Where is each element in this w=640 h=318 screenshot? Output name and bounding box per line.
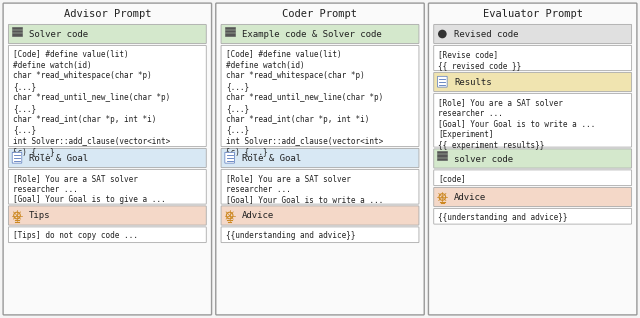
FancyBboxPatch shape: [8, 227, 206, 243]
Text: Solver code: Solver code: [29, 30, 88, 39]
Text: [Code] #define value(lit)
#define watch(id)
char *read_whitespace(char *p)
{...}: [Code] #define value(lit) #define watch(…: [13, 50, 170, 156]
Text: Advice: Advice: [242, 211, 274, 220]
FancyBboxPatch shape: [225, 152, 234, 163]
Text: {{understanding and advice}}: {{understanding and advice}}: [226, 232, 355, 240]
Text: [Tips] do not copy code ...: [Tips] do not copy code ...: [13, 232, 138, 240]
Text: Results: Results: [454, 78, 492, 87]
FancyBboxPatch shape: [8, 45, 206, 147]
FancyBboxPatch shape: [221, 45, 419, 147]
FancyBboxPatch shape: [221, 149, 419, 168]
FancyBboxPatch shape: [221, 169, 419, 204]
Bar: [12, 33, 22, 36]
FancyBboxPatch shape: [12, 152, 22, 163]
FancyBboxPatch shape: [8, 149, 206, 168]
Circle shape: [438, 30, 447, 38]
FancyBboxPatch shape: [434, 187, 632, 207]
Text: Coder Prompt: Coder Prompt: [282, 9, 358, 19]
Text: Tips: Tips: [29, 211, 51, 220]
Text: Revised code: Revised code: [454, 30, 519, 39]
Bar: [12, 27, 22, 29]
Bar: [437, 155, 447, 157]
FancyBboxPatch shape: [221, 227, 419, 243]
Text: [Role] You are a SAT solver
researcher ...
[Goal] Your Goal is to write a ...
[E: [Role] You are a SAT solver researcher .…: [438, 98, 596, 150]
Text: Evaluator Prompt: Evaluator Prompt: [483, 9, 582, 19]
Text: Role & Goal: Role & Goal: [242, 154, 301, 163]
FancyBboxPatch shape: [8, 169, 206, 204]
FancyBboxPatch shape: [428, 3, 637, 315]
FancyBboxPatch shape: [438, 76, 447, 87]
Text: [Revise code]
{{ revised code }}: [Revise code] {{ revised code }}: [438, 50, 522, 70]
FancyBboxPatch shape: [434, 149, 632, 168]
Bar: [225, 30, 235, 32]
Text: Example code & Solver code: Example code & Solver code: [242, 30, 381, 39]
FancyBboxPatch shape: [8, 24, 206, 44]
Bar: [225, 33, 235, 36]
Text: [code]: [code]: [438, 175, 466, 183]
Bar: [12, 30, 22, 32]
FancyBboxPatch shape: [221, 24, 419, 44]
Bar: [437, 151, 447, 153]
Text: solver code: solver code: [454, 155, 513, 163]
Text: Role & Goal: Role & Goal: [29, 154, 88, 163]
Text: [Role] You are a SAT solver
researcher ...
[Goal] Your Goal is to write a ...: [Role] You are a SAT solver researcher .…: [226, 174, 383, 204]
FancyBboxPatch shape: [3, 3, 212, 315]
FancyBboxPatch shape: [434, 24, 632, 44]
FancyBboxPatch shape: [216, 3, 424, 315]
FancyBboxPatch shape: [8, 206, 206, 225]
FancyBboxPatch shape: [434, 208, 632, 224]
Text: [Role] You are a SAT solver
researcher ...
[Goal] Your Goal is to give a ...: [Role] You are a SAT solver researcher .…: [13, 174, 166, 204]
Text: Advice: Advice: [454, 193, 486, 202]
Text: {{understanding and advice}}: {{understanding and advice}}: [438, 213, 568, 222]
Bar: [225, 27, 235, 29]
FancyBboxPatch shape: [221, 206, 419, 225]
FancyBboxPatch shape: [434, 170, 632, 186]
FancyBboxPatch shape: [434, 93, 632, 147]
Bar: [437, 158, 447, 160]
FancyBboxPatch shape: [434, 45, 632, 71]
Text: [Code] #define value(lit)
#define watch(id)
char *read_whitespace(char *p)
{...}: [Code] #define value(lit) #define watch(…: [226, 50, 383, 156]
Text: Advisor Prompt: Advisor Prompt: [63, 9, 151, 19]
FancyBboxPatch shape: [434, 73, 632, 92]
